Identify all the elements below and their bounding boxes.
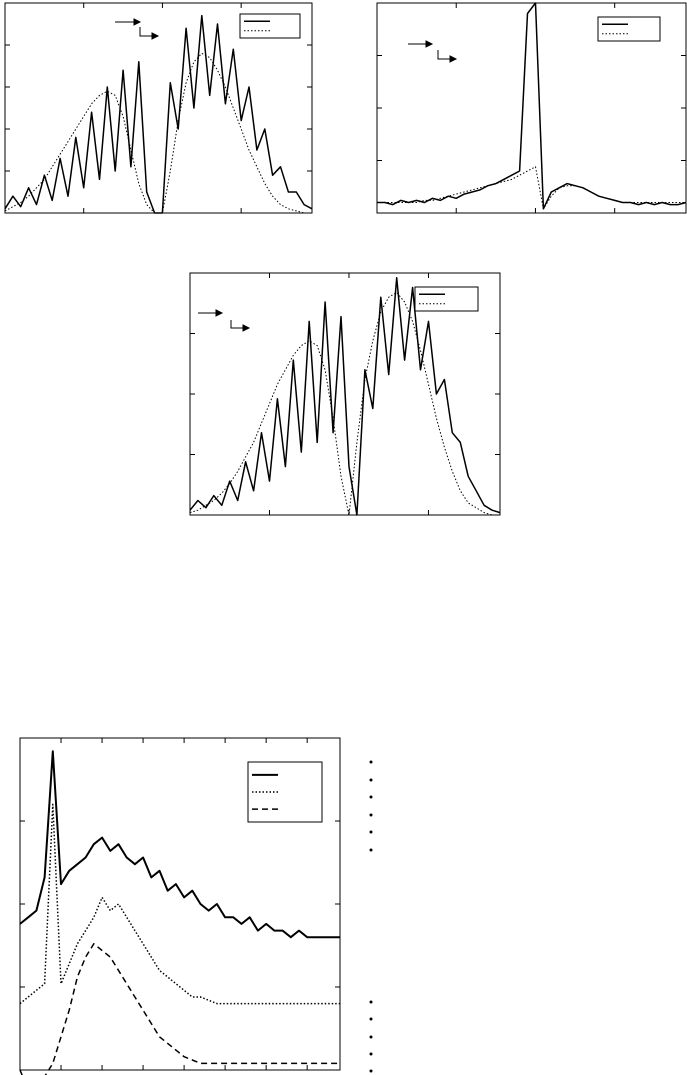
legend-box	[239, 13, 301, 39]
plot-frame	[376, 2, 687, 214]
panel	[189, 272, 501, 516]
legend-box	[247, 761, 323, 823]
data-line	[189, 277, 501, 516]
data-line	[4, 52, 312, 214]
arrows	[115, 18, 458, 332]
plot-frame	[4, 2, 313, 214]
data-line	[19, 750, 340, 939]
data-line	[377, 166, 686, 210]
data-line	[377, 2, 687, 210]
data-line	[19, 803, 340, 1005]
panel	[4, 2, 313, 214]
panel	[19, 737, 341, 1075]
panel	[376, 2, 687, 214]
data-line	[189, 291, 500, 516]
dot-column	[369, 760, 373, 1073]
plot-frame	[19, 737, 341, 1071]
legend-box	[597, 16, 661, 42]
data-line	[19, 943, 340, 1075]
data-line	[4, 14, 313, 214]
legend-box	[414, 286, 479, 312]
